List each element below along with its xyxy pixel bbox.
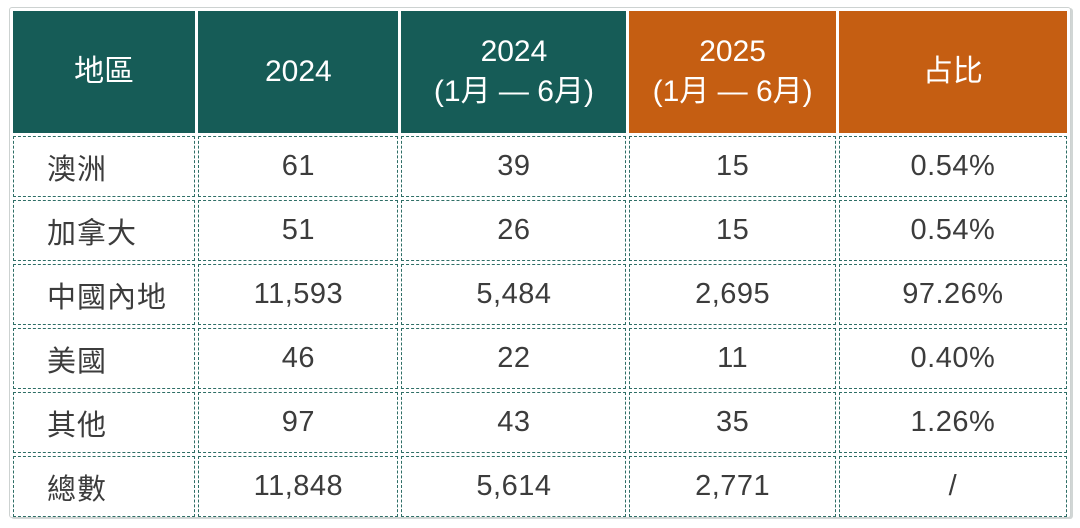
regions-table: 地區 2024 2024 (1月 — 6月) 2025 (1月 — 6月) 占比 澳洲 61 3… bbox=[10, 8, 1070, 520]
column-header-line1: 占比 bbox=[922, 55, 983, 88]
value-cell: 1.26% bbox=[838, 392, 1067, 453]
column-header-4: 占比 bbox=[838, 11, 1067, 133]
value-cell: 0.54% bbox=[838, 200, 1067, 261]
table-body: 澳洲 61 39 15 0.54% 加拿大 51 26 15 0.54% 中國內地 11,593 5,4… bbox=[13, 136, 1067, 517]
column-header-2: 2024 (1月 — 6月) bbox=[401, 11, 627, 133]
value-cell: 46 bbox=[198, 328, 399, 389]
region-cell: 美國 bbox=[13, 328, 196, 389]
table-row: 澳洲 61 39 15 0.54% bbox=[13, 136, 1067, 197]
value-cell: 15 bbox=[629, 200, 836, 261]
table-row: 其他 97 43 35 1.26% bbox=[13, 392, 1067, 453]
value-cell: 2,771 bbox=[629, 456, 836, 517]
value-cell: 26 bbox=[401, 200, 627, 261]
column-header-line1: 2024 bbox=[480, 35, 548, 68]
region-cell: 中國內地 bbox=[13, 264, 196, 325]
value-cell: 43 bbox=[401, 392, 627, 453]
column-header-line2: (1月 — 6月) bbox=[652, 75, 813, 108]
region-cell: 其他 bbox=[13, 392, 196, 453]
value-cell: 15 bbox=[629, 136, 836, 197]
table-row: 加拿大 51 26 15 0.54% bbox=[13, 200, 1067, 261]
column-header-0: 地區 bbox=[13, 11, 196, 133]
column-header-1: 2024 bbox=[198, 11, 399, 133]
column-header-line1: 地區 bbox=[74, 55, 135, 88]
value-cell: 11 bbox=[629, 328, 836, 389]
column-header-line1: 2024 bbox=[265, 55, 332, 88]
table-row: 總數 11,848 5,614 2,771/ bbox=[13, 456, 1067, 517]
value-cell: 22 bbox=[401, 328, 627, 389]
value-cell: 35 bbox=[629, 392, 836, 453]
table-header-row: 地區 2024 2024 (1月 — 6月) 2025 (1月 — 6月) 占比 bbox=[13, 11, 1067, 133]
value-cell: 61 bbox=[198, 136, 399, 197]
column-header-line1: 2025 bbox=[699, 35, 766, 68]
table-row: 美國 46 22 11 0.40% bbox=[13, 328, 1067, 389]
value-cell: 0.54% bbox=[838, 136, 1067, 197]
region-cell: 加拿大 bbox=[13, 200, 196, 261]
value-cell: 11,593 bbox=[198, 264, 399, 325]
value-cell: 39 bbox=[401, 136, 627, 197]
value-cell: 97 bbox=[198, 392, 399, 453]
value-cell: / bbox=[838, 456, 1067, 517]
column-header-line2: (1月 — 6月) bbox=[433, 75, 594, 108]
value-cell: 2,695 bbox=[629, 264, 836, 325]
column-header-3: 2025 (1月 — 6月) bbox=[629, 11, 836, 133]
value-cell: 5,484 bbox=[401, 264, 627, 325]
table-row: 中國內地 11,593 5,484 2,695 97.26% bbox=[13, 264, 1067, 325]
value-cell: 51 bbox=[198, 200, 399, 261]
value-cell: 5,614 bbox=[401, 456, 627, 517]
region-cell: 澳洲 bbox=[13, 136, 196, 197]
value-cell: 0.40% bbox=[838, 328, 1067, 389]
value-cell: 11,848 bbox=[198, 456, 399, 517]
region-cell: 總數 bbox=[13, 456, 196, 517]
value-cell: 97.26% bbox=[838, 264, 1067, 325]
table-container: 地區 2024 2024 (1月 — 6月) 2025 (1月 — 6月) 占比 澳洲 61 3… bbox=[9, 7, 1071, 518]
